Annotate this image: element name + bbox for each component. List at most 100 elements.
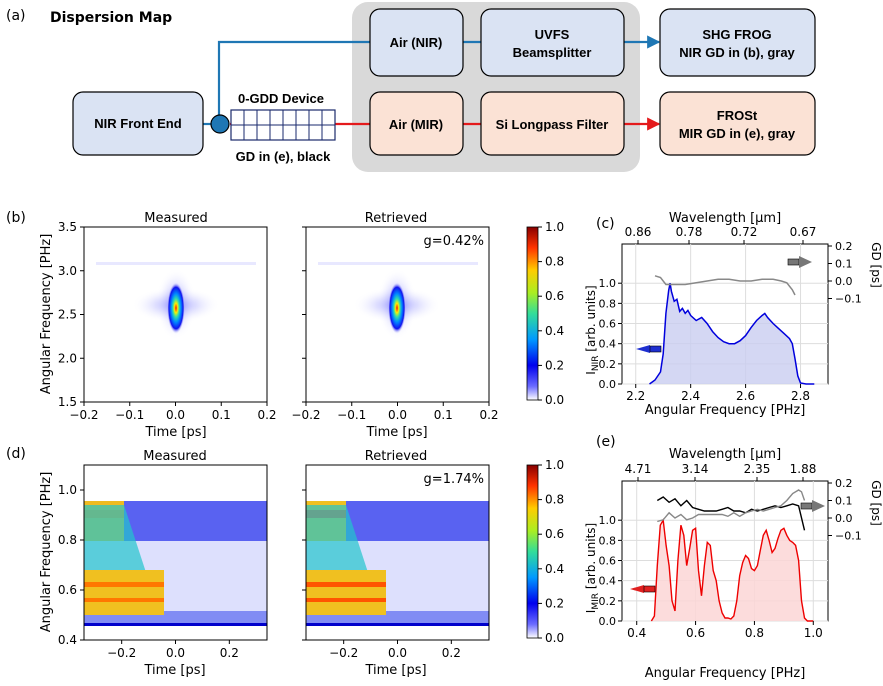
panel-c-right-arrow-icon	[799, 256, 812, 268]
xtick-label: 0.2	[442, 646, 461, 660]
xtick-label: 0.0	[388, 408, 407, 422]
panel-e-xlabel: Angular Frequency [PHz]	[645, 666, 806, 681]
panel-c-intensity-line	[649, 283, 815, 385]
xtick-label: 0.6	[686, 626, 705, 640]
xtick-label: −0.1	[115, 408, 144, 422]
panel-d-measured-xlabel: Time [ps]	[143, 663, 205, 678]
ytick-label: 0.4	[599, 575, 617, 588]
panel-c-gd-label: GD [ps]	[869, 242, 883, 288]
nir-front-end-box	[72, 91, 204, 156]
panel-e-intensity-fill	[651, 520, 814, 621]
uvfs-label-1: UVFS	[535, 27, 570, 42]
top-tick-label: 4.71	[625, 462, 652, 476]
panel-e-label: (e)	[596, 434, 616, 450]
panel-b-label: (b)	[6, 210, 26, 226]
colorbar-tick-label: 0.6	[545, 289, 564, 303]
gd-tick-label: 0.1	[835, 258, 853, 271]
ytick-label: 3.0	[58, 264, 77, 278]
colorbar-tick-label: 0.0	[545, 393, 564, 407]
panel-c-ticks: 2.2 2.4 2.6 2.8 0.0 0.2 0.4 0.6 0.8 1.0 −0.1 0.0 0.1…	[599, 225, 862, 403]
xtick-label: −0.2	[69, 408, 98, 422]
ytick-label: 1.0	[58, 483, 77, 497]
panel-e-left-arrow-shaft	[643, 585, 656, 593]
panel-b-g-label: g=0.42%	[424, 234, 484, 249]
ytick-label: 0.8	[58, 533, 77, 547]
panel-c-top-label: Wavelength [µm]	[669, 211, 781, 226]
xtick-label: −0.1	[337, 408, 366, 422]
uvfs-box	[480, 8, 625, 77]
panel-c-left-arrow-icon	[636, 345, 650, 353]
panel-d: (d) Measured Retrieved	[6, 446, 564, 678]
panel-b-retrieved-xlabel: Time [ps]	[365, 425, 427, 440]
ytick-label: 1.5	[58, 395, 77, 409]
panel-e-intensity-line	[650, 518, 814, 622]
frost-box	[659, 91, 816, 156]
colorbar-tick-label: 0.8	[545, 255, 564, 269]
panel-d-measured-heatmap	[83, 464, 268, 641]
panel-c-xlabel: Angular Frequency [PHz]	[645, 403, 806, 418]
xtick-label: 0.2	[257, 408, 276, 422]
gdd-device-caption: GD in (e), black	[236, 149, 331, 164]
colorbar-tick-label: 0.0	[545, 631, 564, 645]
colorbar-tick-label: 0.4	[545, 324, 564, 338]
ytick-label: 0.6	[599, 555, 617, 568]
ytick-label: 0.4	[58, 633, 77, 647]
panel-e-gd-label: GD [ps]	[869, 480, 883, 526]
gd-tick-label: −0.1	[835, 530, 862, 543]
frost-label-2: MIR GD in (e), gray	[679, 126, 796, 141]
colorbar-tick-label: 1.0	[545, 458, 564, 472]
shg-frog-label-1: SHG FROG	[702, 27, 771, 42]
panel-c-intensity-fill	[649, 283, 815, 384]
air-mir-box	[369, 91, 464, 156]
panel-b-xticks: −0.2 −0.1 0.0 0.1 0.2 −0.2 −0.1 0.0 0.1 0.2	[69, 402, 499, 422]
gd-tick-label: 0.1	[835, 495, 853, 508]
xtick-label: 0.2	[220, 646, 239, 660]
ytick-label: 1.0	[599, 514, 617, 527]
ytick-label: 0.0	[599, 378, 617, 391]
panel-b-ylabel: Angular Frequency [PHz]	[39, 234, 54, 395]
panel-e-top-label: Wavelength [µm]	[669, 447, 781, 462]
panel-b-measured-title: Measured	[144, 211, 208, 226]
uvfs-label-2: Beamsplitter	[513, 45, 592, 60]
xtick-label: 0.4	[627, 626, 646, 640]
air-mir-label: Air (MIR)	[389, 117, 443, 132]
panel-d-retrieved-xlabel: Time [ps]	[364, 663, 426, 678]
gdd-device-grid	[230, 109, 336, 141]
ytick-label: 0.6	[599, 318, 617, 331]
xtick-label: 2.2	[626, 389, 645, 403]
ytick-label: 0.0	[599, 615, 617, 628]
panel-c: (c) Wavelength [µm] 2.2 2.4 2.6 2.8 0.0 0.2 0.…	[584, 211, 883, 418]
gd-tick-label: 0.2	[835, 240, 853, 253]
colorbar-tick-label: 0.4	[545, 562, 564, 576]
air-nir-box	[369, 8, 464, 77]
ytick-label: 0.6	[58, 583, 77, 597]
panel-e-right-arrow-shaft	[800, 502, 813, 510]
ytick-label: 0.4	[599, 338, 617, 351]
top-tick-label: 1.88	[790, 462, 817, 476]
xtick-label: 0.1	[212, 408, 231, 422]
panel-e-gd-system-line	[657, 489, 806, 523]
xtick-label: 1.0	[804, 626, 823, 640]
panel-d-yticks: 0.4 0.6 0.8 1.0	[58, 483, 306, 647]
panel-d-label: (d)	[6, 446, 26, 462]
nir-branch-line	[217, 40, 372, 124]
xtick-label: 2.6	[736, 389, 755, 403]
top-tick-label: 3.14	[682, 462, 709, 476]
panel-c-label: (c)	[596, 216, 615, 232]
ytick-label: 2.5	[58, 308, 77, 322]
air-nir-label: Air (NIR)	[390, 35, 443, 50]
top-tick-label: 0.78	[676, 225, 703, 239]
panel-e-gd-device-line	[656, 496, 806, 531]
xtick-label: 2.8	[791, 389, 810, 403]
ytick-label: 0.8	[599, 534, 617, 547]
panel-c-right-arrow-shaft	[787, 258, 800, 266]
panel-e: (e) Wavelength [µm] 0.4 0.6 0.8 1.00.00.20.…	[584, 434, 883, 681]
xtick-label: 0.0	[166, 646, 185, 660]
panel-d-colorbar	[526, 464, 539, 639]
panel-c-gd-line	[654, 275, 796, 296]
xtick-label: 0.0	[388, 646, 407, 660]
top-tick-label: 0.86	[625, 225, 652, 239]
colorbar-tick-label: 0.8	[545, 493, 564, 507]
gd-tick-label: −0.1	[835, 293, 862, 306]
panel-b-measured-spot	[96, 262, 256, 340]
